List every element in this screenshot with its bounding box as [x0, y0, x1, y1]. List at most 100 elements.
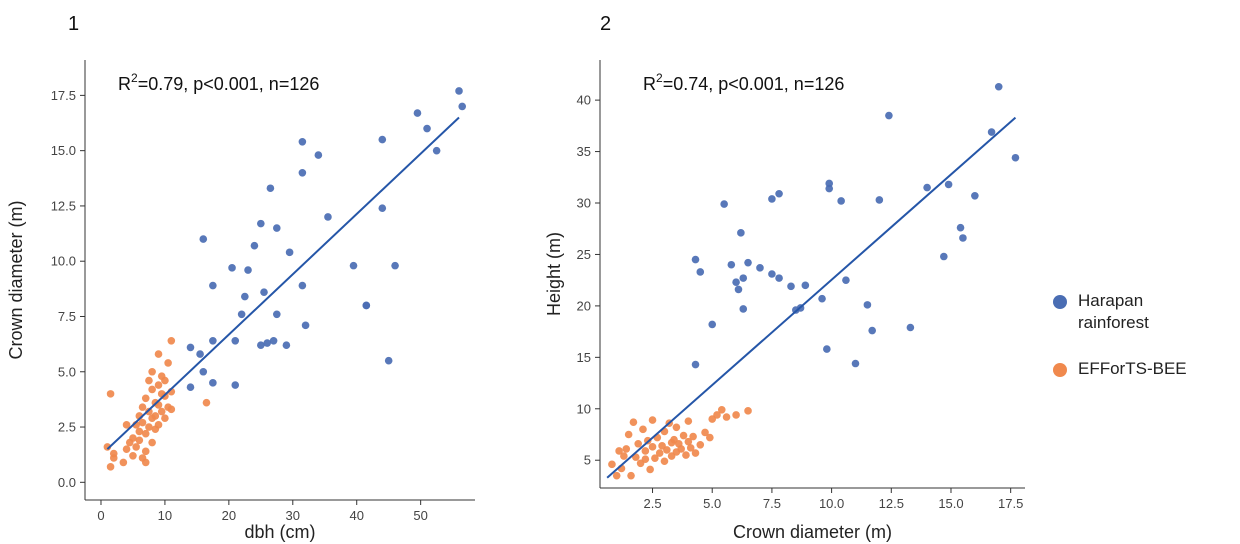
point [455, 87, 463, 95]
y-axis-title: Height (m) [544, 232, 564, 316]
x-tick-label: 50 [413, 508, 427, 523]
point [768, 270, 776, 278]
point [734, 285, 743, 294]
y-tick-label: 5 [584, 453, 591, 468]
point [167, 405, 176, 414]
point [732, 278, 740, 287]
point [250, 241, 259, 250]
point [349, 261, 358, 270]
point [231, 381, 240, 389]
point [129, 451, 137, 460]
x-tick-label: 20 [222, 508, 236, 523]
point [145, 423, 153, 431]
y-tick-label: 10.0 [51, 254, 76, 269]
y-tick-label: 12.5 [51, 198, 76, 213]
point [722, 413, 731, 421]
point [106, 390, 115, 398]
point [720, 200, 728, 208]
point [244, 266, 252, 274]
point [672, 423, 681, 432]
point [122, 421, 131, 429]
point [663, 446, 671, 454]
trend-line [106, 116, 460, 450]
y-tick-label: 10 [577, 401, 591, 416]
point [667, 438, 676, 447]
x-axis-title: dbh (cm) [244, 522, 315, 542]
point [655, 449, 664, 457]
point [378, 204, 387, 212]
point [660, 457, 669, 466]
point [701, 428, 709, 437]
y-tick-label: 30 [577, 196, 591, 211]
x-tick-label: 10.0 [819, 496, 844, 511]
x-tick-label: 15.0 [938, 496, 963, 511]
x-tick-label: 7.5 [763, 496, 781, 511]
point [651, 454, 659, 462]
point [161, 414, 169, 422]
point [273, 224, 281, 232]
point [157, 407, 166, 416]
point [689, 432, 697, 441]
point [944, 180, 953, 189]
point [691, 449, 700, 457]
point [1011, 153, 1020, 162]
annotation-r: R [643, 74, 656, 94]
point [122, 445, 131, 453]
point [199, 235, 208, 243]
point [148, 438, 156, 447]
point [209, 337, 217, 345]
x-tick-label: 10 [158, 508, 172, 523]
point [959, 234, 967, 242]
point [732, 411, 740, 419]
point [231, 337, 240, 345]
panel-label: 2 [600, 13, 611, 35]
point [186, 343, 195, 352]
point [257, 219, 265, 228]
point [677, 445, 685, 453]
x-axis-title: Crown diameter (m) [733, 522, 892, 542]
y-axis-title: Crown diameter (m) [6, 200, 26, 359]
point [756, 264, 764, 272]
point [141, 458, 150, 467]
point [141, 429, 150, 438]
point [298, 138, 307, 146]
point [391, 261, 399, 270]
point [940, 252, 948, 261]
point [686, 444, 695, 452]
point [263, 339, 272, 347]
annotation-sup: 2 [131, 71, 138, 85]
point [145, 376, 153, 385]
point [413, 109, 422, 117]
annotation: R2=0.74, p<0.001, n=126 [643, 71, 844, 94]
point [837, 197, 845, 205]
point [148, 385, 156, 394]
point [768, 195, 776, 203]
point [269, 337, 278, 345]
point [863, 301, 872, 309]
point [199, 367, 208, 376]
point [458, 102, 467, 111]
y-tick-label: 35 [577, 144, 591, 159]
x-tick-label: 30 [286, 508, 300, 523]
point [209, 379, 217, 387]
y-tick-label: 40 [577, 93, 591, 108]
point [696, 268, 705, 276]
point [298, 168, 307, 177]
point [260, 288, 268, 296]
point [362, 301, 371, 310]
y-tick-label: 5.0 [58, 364, 76, 379]
point [629, 418, 638, 426]
point [708, 320, 717, 329]
point [164, 359, 172, 367]
point [154, 350, 163, 358]
annotation-stats: =0.74, p<0.001, n=126 [663, 74, 845, 94]
point [971, 192, 979, 200]
point [787, 282, 795, 291]
point [706, 433, 714, 442]
point [923, 183, 931, 192]
point [639, 425, 647, 434]
point [145, 407, 153, 416]
point [868, 326, 876, 335]
